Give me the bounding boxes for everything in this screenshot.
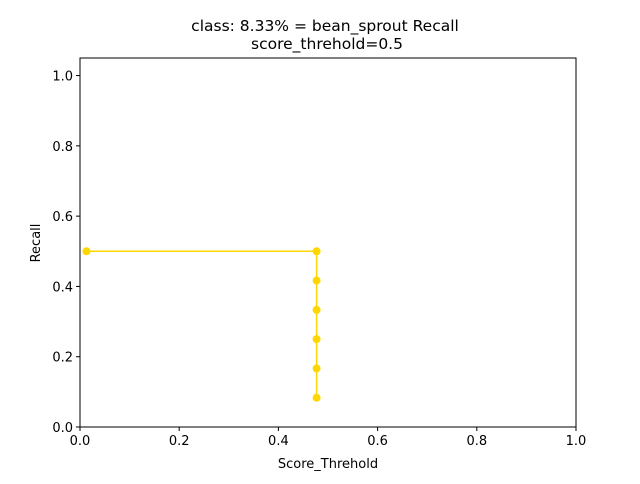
x-tick-label: 0.2	[169, 434, 190, 449]
x-tick-label: 0.4	[268, 434, 289, 449]
x-tick-label: 0.0	[70, 434, 91, 449]
y-tick-label: 0.2	[52, 351, 73, 366]
y-axis-label: Recall	[29, 224, 44, 263]
x-tick-label: 0.6	[367, 434, 388, 449]
x-axis-label: Score_Threhold	[278, 457, 378, 472]
y-tick-label: 0.6	[52, 210, 73, 225]
data-point-1	[312, 247, 321, 256]
data-point-2	[312, 276, 321, 285]
x-tick-label: 1.0	[566, 434, 587, 449]
data-point-6	[312, 393, 321, 402]
data-point-5	[312, 364, 321, 373]
plot-area: 0.0 0.2 0.4 0.6 0.8 1.0 0.0 0.2 0.4 0.6 0.8 1.0	[52, 57, 587, 449]
chart-subtitle: score_threhold=0.5	[251, 35, 403, 54]
data-point-0	[82, 247, 91, 256]
y-tick-label: 0.4	[52, 280, 73, 295]
y-tick-label: 1.0	[52, 70, 73, 85]
y-tick-label: 0.8	[52, 140, 73, 155]
data-point-3	[312, 305, 321, 314]
chart-title: class: 8.33% = bean_sprout Recall	[191, 17, 459, 36]
plot-frame	[79, 57, 577, 428]
x-tick-label: 0.8	[466, 434, 487, 449]
data-point-4	[312, 335, 321, 344]
y-tick-label: 0.0	[52, 421, 73, 436]
